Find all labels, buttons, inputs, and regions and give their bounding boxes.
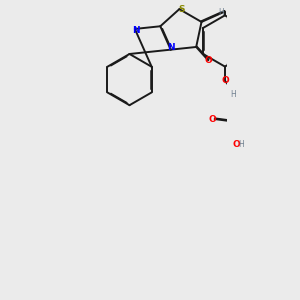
Text: O: O <box>204 56 212 65</box>
Text: H: H <box>218 8 224 17</box>
Text: H: H <box>238 140 244 149</box>
Text: N: N <box>167 44 175 52</box>
Text: H: H <box>230 90 236 99</box>
Text: S: S <box>178 4 184 14</box>
Text: O: O <box>232 140 240 149</box>
Text: N: N <box>132 26 140 35</box>
Text: O: O <box>209 115 217 124</box>
Text: O: O <box>221 76 229 85</box>
